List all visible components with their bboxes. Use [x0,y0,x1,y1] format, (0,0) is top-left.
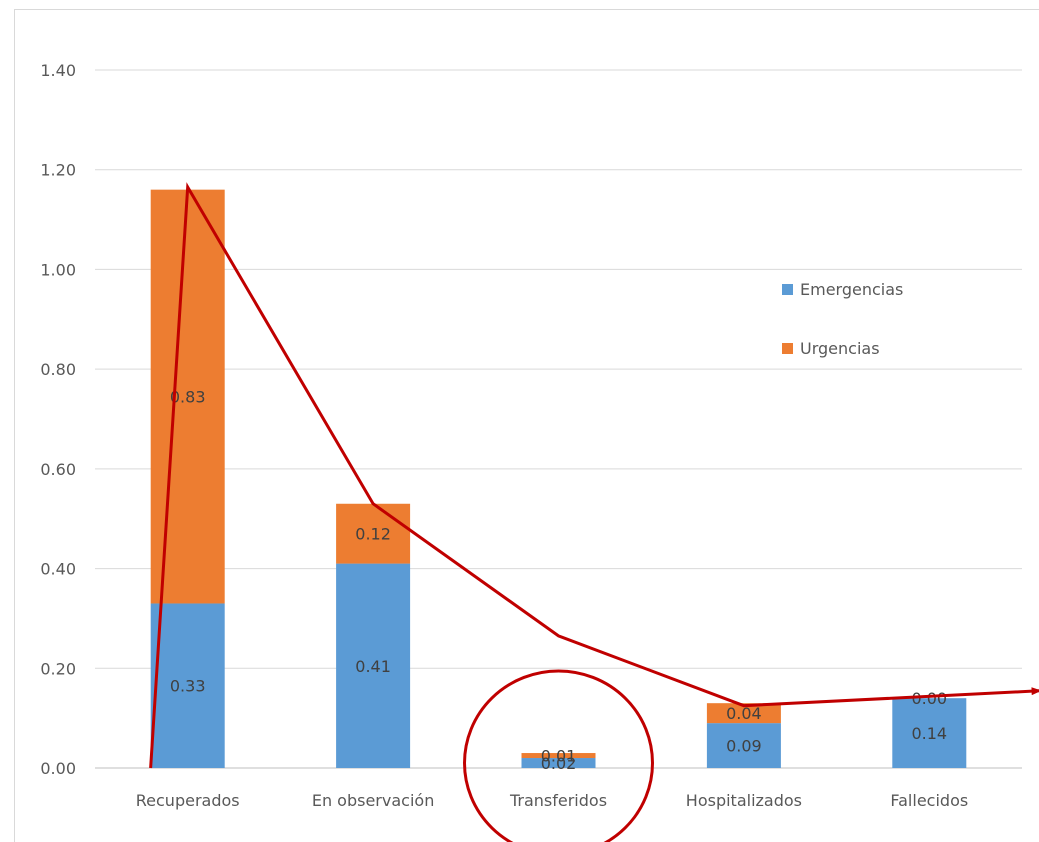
data-label: 0.41 [355,657,391,676]
x-tick-label: En observación [312,791,434,810]
data-label: 0.04 [726,704,762,723]
data-label: 0.01 [541,747,577,766]
data-label: 0.00 [911,689,947,708]
data-label: 0.09 [726,737,762,756]
bar-segment [706,703,781,724]
bar-segment [336,563,411,768]
data-label: 0.12 [355,525,391,544]
y-tick-label: 1.40 [40,61,76,80]
y-tick-label: 0.40 [40,560,76,579]
legend-label: Emergencias [800,280,903,299]
y-tick-label: 1.00 [40,260,76,279]
bar-segment [150,189,225,604]
y-tick-label: 0.00 [40,759,76,778]
bar-segment [521,753,596,759]
bar-segment [892,698,967,768]
bars [150,189,967,768]
gridlines [95,69,1022,769]
x-tick-label: Transferidos [509,791,607,810]
x-tick-label: Fallecidos [890,791,968,810]
legend: Emergencias Urgencias [782,280,903,358]
data-label: 0.02 [541,754,577,773]
y-tick-label: 0.80 [40,360,76,379]
y-tick-label: 0.60 [40,460,76,479]
bar-segment [150,603,225,768]
bar-segment [336,503,411,564]
chart-frame-left [14,9,15,842]
data-label: 0.83 [170,388,206,407]
highlight-circle [463,669,654,842]
legend-swatch [782,343,793,354]
y-tick-label: 1.20 [40,161,76,180]
bar-segment [706,723,781,768]
x-tick-label: Hospitalizados [686,791,802,810]
data-label: 0.33 [170,677,206,696]
x-tick-label: Recuperados [136,791,240,810]
chart-frame-top [14,9,1039,10]
annotations [149,182,1039,842]
y-axis-ticks: 0.00 0.20 0.40 0.60 0.80 1.00 1.20 1.40 [40,61,76,778]
x-axis-ticks: Recuperados En observación Transferidos Hos… [136,791,968,810]
bar-segment [521,758,596,768]
y-tick-label: 0.20 [40,659,76,678]
legend-label: Urgencias [800,339,880,358]
trend-arrow [149,182,1039,769]
data-label: 0.14 [911,724,947,743]
data-labels: 0.33 0.83 0.41 0.12 0.020.01 0.09 0.04 0.14 0.00 [170,388,947,773]
legend-swatch [782,284,793,295]
